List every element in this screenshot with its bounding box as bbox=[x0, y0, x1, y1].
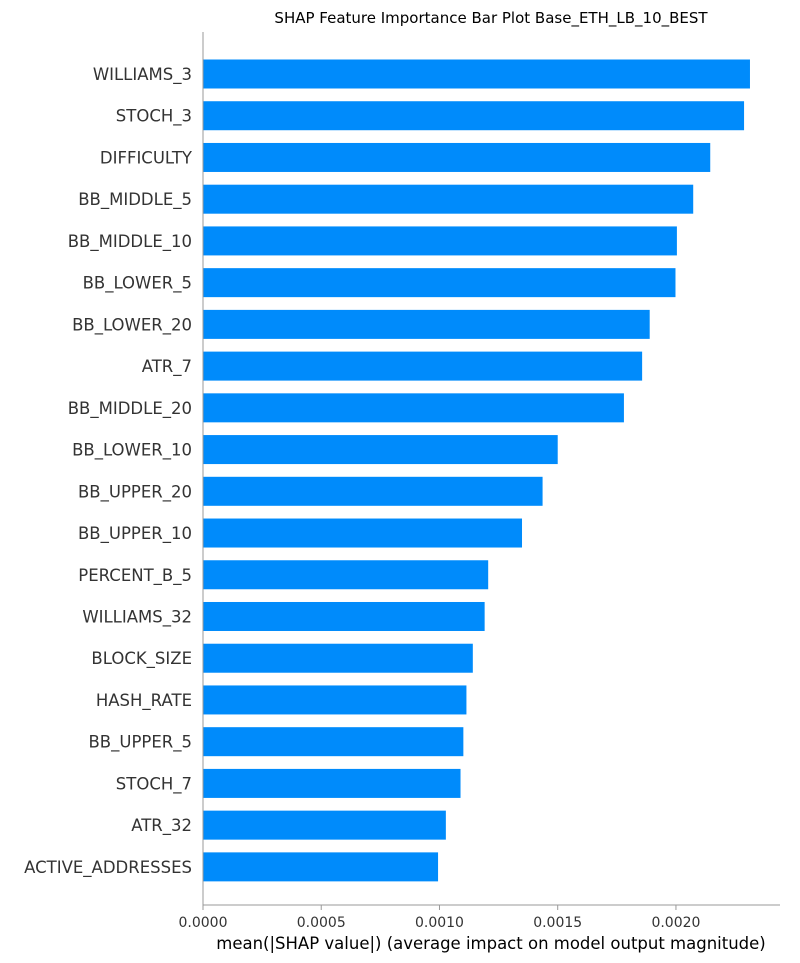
category-label: BB_MIDDLE_5 bbox=[78, 190, 192, 210]
x-axis-ticks: 0.0000 0.0005 0.0010 0.0015 0.0020 bbox=[179, 905, 700, 931]
category-label: DIFFICULTY bbox=[100, 148, 193, 167]
category-label: HASH_RATE bbox=[96, 691, 192, 711]
x-tick-label: 0.0005 bbox=[297, 915, 346, 931]
bar-bb-lower-20 bbox=[203, 309, 650, 339]
bar-stoch-3 bbox=[203, 101, 745, 131]
chart-title: SHAP Feature Importance Bar Plot Base_ET… bbox=[274, 9, 708, 28]
category-label: BB_LOWER_20 bbox=[72, 315, 192, 335]
category-label: ACTIVE_ADDRESSES bbox=[24, 858, 192, 878]
bar-active-addresses bbox=[203, 852, 439, 882]
category-label: BB_UPPER_10 bbox=[78, 524, 192, 544]
bar-bb-upper-10 bbox=[203, 518, 523, 548]
bar-group bbox=[203, 59, 750, 882]
bar-bb-middle-5 bbox=[203, 184, 694, 214]
x-tick-label: 0.0000 bbox=[179, 915, 228, 931]
bar-bb-middle-20 bbox=[203, 393, 624, 423]
bar-bb-upper-5 bbox=[203, 727, 464, 757]
bar-williams-32 bbox=[203, 601, 485, 631]
category-label: STOCH_3 bbox=[116, 107, 192, 127]
bar-bb-lower-10 bbox=[203, 435, 558, 465]
category-label: ATR_7 bbox=[142, 357, 192, 377]
category-label: BB_MIDDLE_10 bbox=[68, 232, 192, 252]
x-axis-label: mean(|SHAP value|) (average impact on mo… bbox=[216, 934, 766, 953]
x-tick-label: 0.0020 bbox=[651, 915, 700, 931]
category-label: WILLIAMS_3 bbox=[93, 65, 192, 85]
category-labels: WILLIAMS_3 STOCH_3 DIFFICULTY BB_MIDDLE_5 BB… bbox=[24, 65, 193, 878]
x-tick-label: 0.0015 bbox=[533, 915, 582, 931]
bar-atr-32 bbox=[203, 810, 446, 840]
category-label: BB_LOWER_5 bbox=[83, 274, 192, 294]
x-tick-label: 0.0010 bbox=[415, 915, 464, 931]
bar-stoch-7 bbox=[203, 768, 461, 798]
category-label: ATR_32 bbox=[131, 816, 192, 836]
bar-percent-b-5 bbox=[203, 560, 489, 590]
bar-atr-7 bbox=[203, 351, 643, 381]
category-label: PERCENT_B_5 bbox=[78, 566, 192, 586]
category-label: BB_UPPER_20 bbox=[78, 482, 192, 502]
category-label: BB_LOWER_10 bbox=[72, 441, 192, 461]
category-label: BLOCK_SIZE bbox=[91, 649, 192, 669]
bar-block-size bbox=[203, 643, 473, 673]
bar-hash-rate bbox=[203, 685, 467, 715]
category-label: STOCH_7 bbox=[116, 774, 192, 794]
category-label: BB_MIDDLE_20 bbox=[68, 399, 192, 419]
bar-bb-lower-5 bbox=[203, 268, 676, 298]
bar-bb-upper-20 bbox=[203, 476, 543, 506]
bar-difficulty bbox=[203, 142, 711, 172]
category-label: BB_UPPER_5 bbox=[88, 733, 192, 753]
bar-williams-3 bbox=[203, 59, 750, 89]
bar-bb-middle-10 bbox=[203, 226, 677, 256]
category-label: WILLIAMS_32 bbox=[82, 607, 192, 627]
